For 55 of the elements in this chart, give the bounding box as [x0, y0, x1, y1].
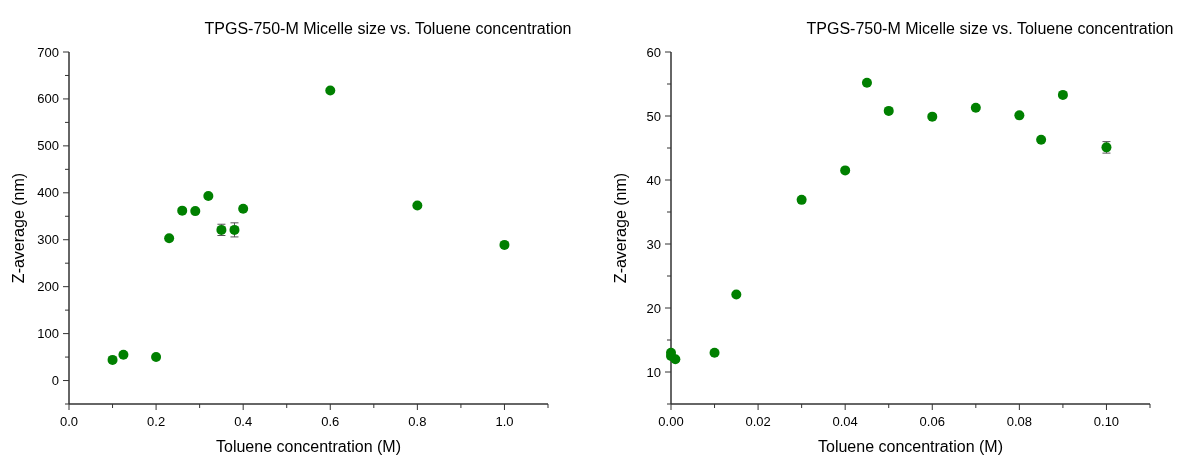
point: [670, 354, 681, 365]
point: [883, 105, 894, 116]
point: [731, 289, 742, 300]
y-axis-title: Z-average (nm): [10, 172, 27, 284]
y-tick-label: 30: [646, 236, 661, 252]
point: [1036, 134, 1047, 145]
point: [709, 347, 720, 358]
point: [927, 111, 938, 122]
y-tick-label: 400: [37, 185, 59, 201]
x-tick-label: 0.10: [1093, 414, 1120, 429]
point: [1057, 89, 1068, 100]
point: [203, 191, 214, 202]
y-tick-label: 50: [646, 108, 661, 124]
x-tick-label: 1.0: [495, 414, 514, 429]
x-tick-label: 0.6: [321, 414, 340, 429]
x-tick-label: 0.08: [1006, 414, 1033, 429]
x-tick-label: 0.0: [59, 414, 79, 429]
point: [164, 233, 175, 244]
point: [1014, 110, 1025, 121]
y-tick-label: 100: [37, 326, 59, 342]
point: [325, 85, 336, 96]
y-tick-label: 20: [646, 300, 661, 316]
point: [970, 102, 981, 113]
point: [861, 77, 872, 88]
point: [840, 165, 851, 176]
point: [238, 203, 249, 214]
x-tick-label: 0.02: [745, 414, 771, 429]
x-tick-label: 0.4: [234, 414, 253, 429]
chart-title: TPGS-750-M Micelle size vs. Toluene concentration: [204, 20, 572, 37]
point: [177, 205, 188, 216]
y-tick-label: 60: [646, 44, 661, 60]
point: [412, 200, 423, 211]
y-tick-label: 200: [37, 279, 59, 295]
x-tick-label: 0.8: [408, 414, 427, 429]
y-tick-label: 0: [51, 373, 59, 389]
point: [107, 354, 118, 365]
y-tick-label: 10: [646, 364, 661, 380]
x-tick-label: 0.06: [919, 414, 945, 429]
x-axis-title: Toluene concentration (M): [216, 438, 401, 455]
point: [118, 349, 129, 360]
x-axis-title: Toluene concentration (M): [818, 438, 1003, 455]
y-tick-label: 40: [646, 172, 661, 188]
point: [499, 239, 510, 250]
y-tick-label: 300: [37, 232, 59, 248]
chart-title: TPGS-750-M Micelle size vs. Toluene concentration: [806, 20, 1174, 37]
x-tick-label: 0.2: [147, 414, 166, 429]
x-tick-label: 0.00: [658, 414, 684, 429]
y-axis-title: Z-average (nm): [612, 172, 629, 284]
y-tick-label: 700: [37, 44, 59, 60]
y-tick-label: 600: [37, 91, 59, 107]
y-tick-label: 500: [37, 138, 59, 154]
point: [796, 194, 807, 205]
point: [190, 206, 201, 217]
point: [151, 352, 162, 363]
x-tick-label: 0.04: [832, 414, 858, 429]
